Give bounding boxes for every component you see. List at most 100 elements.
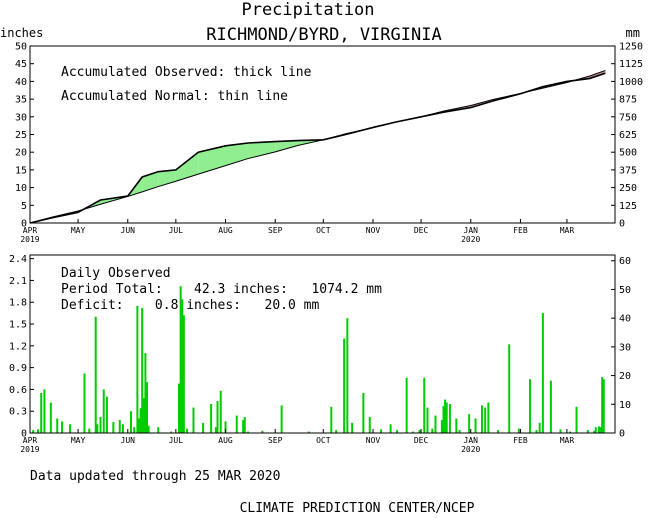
daily-bar [192,407,195,433]
month-label: AUG [218,436,233,445]
daily-bar [538,422,541,433]
right-y-tick-label: 250 [619,183,637,194]
right-y-tick-label: 30 [619,342,631,353]
daily-bar [368,417,371,433]
left-y-tick-label: 5 [21,201,27,212]
year-label: 2019 [20,445,39,454]
daily-bar [418,430,421,433]
left-y-tick-label: 50 [15,42,27,53]
daily-bar [426,407,429,433]
month-label: MAR [560,226,575,235]
left-y-tick-label: 45 [15,59,27,70]
left-y-tick-label: 40 [15,77,27,88]
month-label: MAR [560,436,575,445]
daily-bar [49,402,52,433]
daily-bar [129,411,132,433]
daily-bar [541,313,544,433]
month-label: DEC [414,226,429,235]
year-label: 2020 [461,235,480,244]
daily-bar [96,424,99,433]
right-y-tick-label: 0 [619,219,625,230]
right-y-tick-label: 50 [619,285,631,296]
surplus-area [142,171,159,192]
right-y-tick-label: 20 [619,371,631,382]
daily-bar [147,425,150,433]
daily-bar [458,430,461,433]
deficit-label: Deficit: 0.8 inches: 20.0 mm [61,298,319,313]
daily-bar [474,418,477,433]
surplus-area [175,152,199,182]
daily-bar [137,418,140,433]
month-label: JUN [121,436,136,445]
right-unit-label: mm [626,26,640,40]
daily-bar [56,418,59,433]
month-label: SEP [268,436,283,445]
daily-bar [448,403,451,433]
month-label: JUN [121,226,136,235]
daily-bar [412,431,415,433]
daily-bar [178,383,181,433]
daily-bar [549,380,552,433]
bottom-plot-frame [29,254,616,434]
daily-bar [246,431,249,433]
month-label: SEP [268,226,283,235]
daily-observed-label: Daily Observed [61,266,171,281]
left-y-tick-label: 0 [21,219,27,230]
daily-bar [112,422,115,433]
month-label: MAY [71,226,86,235]
month-label: FEB [513,226,528,235]
daily-bar [468,414,471,433]
left-y-tick-label: 1.2 [9,341,27,352]
month-label: APR [23,436,38,445]
daily-bar [431,428,434,433]
daily-bar [216,401,219,433]
data-updated-note: Data updated through 25 MAR 2020 [30,469,280,484]
daily-bar [351,422,354,433]
month-label: MAY [71,436,86,445]
daily-bar [440,419,443,433]
daily-bar [99,417,102,433]
daily-bar [179,286,182,433]
daily-bar [599,427,602,433]
year-label: 2020 [461,445,480,454]
right-y-tick-label: 10 [619,400,631,411]
daily-bar [142,398,145,433]
daily-bar [144,353,147,433]
left-y-tick-label: 35 [15,95,27,106]
daily-bar [487,402,490,433]
daily-bar [105,396,108,433]
daily-bar [597,426,600,433]
daily-bar [235,415,238,433]
left-y-tick-label: 0 [21,429,27,440]
daily-bar [444,399,447,433]
daily-bar [535,430,538,433]
left-y-tick-label: 0.3 [9,407,27,418]
daily-bar [102,389,105,433]
daily-bar [380,429,382,433]
month-label: NOV [366,436,381,445]
daily-bar [43,389,46,433]
daily-panel: 0 0.3 0.6 0.9 1.2 1.5 1.8 2.1 2.4 0 10 20 30 40 50 60 AP… [9,254,631,454]
right-y-tick-label: 500 [619,148,637,159]
right-y-tick-label: 1000 [619,77,643,88]
chart-title: Precipitation [241,0,374,20]
right-y-tick-label: 625 [619,130,637,141]
month-label: FEB [513,436,528,445]
daily-bar [182,315,185,433]
daily-bar [40,393,43,433]
daily-bar [219,390,222,433]
daily-bar [136,305,139,433]
daily-bar [243,417,246,433]
daily-bar [88,428,91,433]
left-y-tick-label: 15 [15,165,27,176]
month-label: NOV [366,226,381,235]
observed-annotation: Accumulated Observed: thick line [61,65,312,80]
surplus-area [198,145,226,175]
daily-bar [593,430,596,433]
daily-bar [69,424,72,433]
daily-bar [586,430,589,433]
daily-bar [575,406,578,433]
left-y-tick-label: 1.8 [9,298,27,309]
daily-bar [484,407,487,433]
